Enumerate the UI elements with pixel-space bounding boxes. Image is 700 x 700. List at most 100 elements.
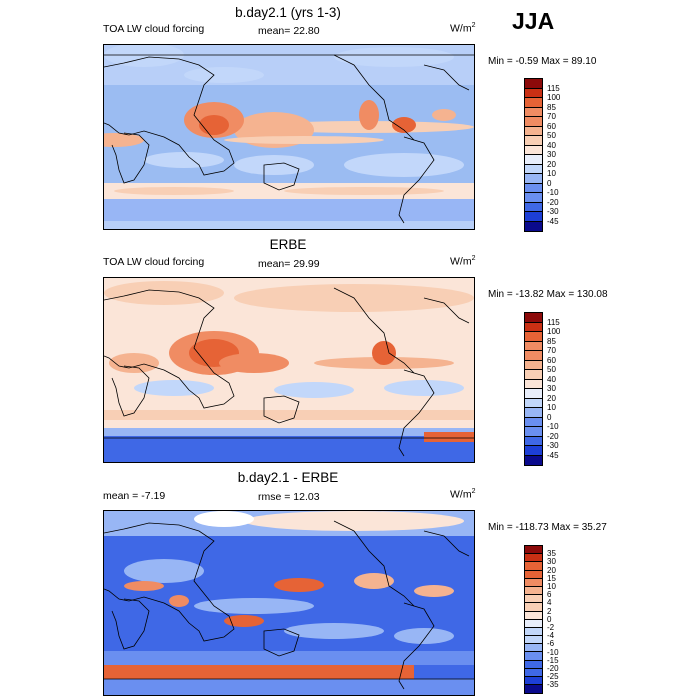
colorbar-tick-label: 30 xyxy=(547,384,556,393)
colorbar-swatch xyxy=(525,578,542,587)
colorbar-swatch xyxy=(525,398,542,408)
colorbar-swatch xyxy=(525,595,542,604)
colorbar-tick-label: 0 xyxy=(547,178,552,188)
colorbar-tick-label: 40 xyxy=(547,374,556,384)
colorbar-tick-label: 85 xyxy=(547,336,556,346)
colorbar-tick-label: 30 xyxy=(547,557,556,567)
colorbar-tick-label: -2 xyxy=(547,623,555,632)
colorbar-swatch xyxy=(525,611,542,620)
panel-1-map xyxy=(103,44,475,230)
colorbar-swatch xyxy=(525,644,542,653)
panel-2-minmax: Min = -13.82 Max = 130.08 xyxy=(488,289,608,300)
colorbar-tick-label: -20 xyxy=(547,664,559,673)
panel-2-variable-label: TOA LW cloud forcing xyxy=(103,256,205,268)
colorbar-swatch xyxy=(525,417,542,427)
colorbar-swatch xyxy=(525,98,542,108)
colorbar-swatch xyxy=(525,221,542,231)
colorbar-swatch xyxy=(525,202,542,212)
colorbar-tick-label: 50 xyxy=(547,131,556,140)
colorbar-swatch xyxy=(525,668,542,677)
colorbar-tick-label: -45 xyxy=(547,450,559,460)
panel-3-units: W/m2 xyxy=(450,488,476,501)
colorbar-swatch xyxy=(525,136,542,146)
colorbar-swatch xyxy=(525,660,542,669)
panel-3-minmax: Min = -118.73 Max = 35.27 xyxy=(488,522,607,533)
colorbar-swatch xyxy=(525,351,542,361)
colorbar-tick-label: 70 xyxy=(547,112,556,121)
colorbar-swatch xyxy=(525,570,542,579)
colorbar-swatch xyxy=(525,636,542,645)
colorbar-swatch xyxy=(525,332,542,342)
colorbar-tick-label: -6 xyxy=(547,639,555,649)
colorbar-swatch xyxy=(525,652,542,661)
colorbar-tick-label: -30 xyxy=(547,207,559,216)
colorbar-swatch xyxy=(525,562,542,571)
colorbar-tick-label: -10 xyxy=(547,647,559,657)
colorbar-swatch xyxy=(525,677,542,686)
colorbar-swatch xyxy=(525,603,542,612)
colorbar-tick-label: 0 xyxy=(547,614,552,624)
colorbar-swatch xyxy=(525,685,542,694)
panel-2-colorbar xyxy=(524,312,543,466)
panel-1-variable-label: TOA LW cloud forcing xyxy=(103,23,205,35)
panel-3-colorbar xyxy=(524,545,543,695)
colorbar-tick-label: 40 xyxy=(547,140,556,150)
colorbar-swatch xyxy=(525,379,542,389)
colorbar-tick-label: -25 xyxy=(547,672,559,682)
colorbar-tick-label: -20 xyxy=(547,431,559,441)
colorbar-tick-label: 20 xyxy=(547,393,556,403)
colorbar-swatch xyxy=(525,193,542,203)
colorbar-swatch xyxy=(525,126,542,136)
colorbar-tick-label: 85 xyxy=(547,102,556,112)
panel-2-units: W/m2 xyxy=(450,255,476,268)
panel-1-mean-label: mean= 22.80 xyxy=(258,25,320,37)
colorbar-tick-label: 115 xyxy=(547,83,560,93)
panel-1-colorbar xyxy=(524,78,543,232)
colorbar-tick-label: -20 xyxy=(547,197,559,207)
colorbar-tick-label: 15 xyxy=(547,573,556,583)
season-label: JJA xyxy=(512,8,555,34)
colorbar-swatch xyxy=(525,370,542,380)
colorbar-swatch xyxy=(525,341,542,351)
colorbar-swatch xyxy=(525,627,542,637)
colorbar-swatch xyxy=(525,436,542,446)
colorbar-swatch xyxy=(525,79,542,89)
colorbar-swatch xyxy=(525,155,542,165)
colorbar-tick-label: -45 xyxy=(547,216,559,226)
panel-3-rmse-label: rmse = 12.03 xyxy=(258,491,320,503)
colorbar-tick-label: 20 xyxy=(547,159,556,169)
colorbar-tick-label: 60 xyxy=(547,355,556,365)
colorbar-tick-label: 30 xyxy=(547,150,556,159)
colorbar-tick-label: -30 xyxy=(547,441,559,450)
panel-1-units: W/m2 xyxy=(450,22,476,35)
colorbar-tick-label: 70 xyxy=(547,346,556,355)
colorbar-tick-label: -10 xyxy=(547,188,559,197)
colorbar-tick-label: 0 xyxy=(547,412,552,422)
colorbar-tick-label: 4 xyxy=(547,598,552,608)
colorbar-tick-label: -15 xyxy=(547,655,559,665)
colorbar-tick-label: 2 xyxy=(547,606,552,616)
colorbar-tick-label: 115 xyxy=(547,317,560,327)
colorbar-swatch xyxy=(525,88,542,98)
colorbar-tick-label: 10 xyxy=(547,582,556,591)
panel-2-title: ERBE xyxy=(269,237,307,252)
colorbar-swatch xyxy=(525,183,542,193)
colorbar-tick-label: 10 xyxy=(547,403,556,412)
colorbar-swatch xyxy=(525,164,542,174)
colorbar-swatch xyxy=(525,145,542,155)
colorbar-tick-label: -4 xyxy=(547,631,555,641)
panel-2-map xyxy=(103,277,475,463)
colorbar-tick-label: -35 xyxy=(547,680,559,690)
colorbar-tick-label: 10 xyxy=(547,169,556,178)
colorbar-tick-label: 50 xyxy=(547,365,556,374)
colorbar-tick-label: 6 xyxy=(547,590,552,600)
colorbar-swatch xyxy=(525,619,542,628)
colorbar-swatch xyxy=(525,117,542,127)
colorbar-swatch xyxy=(525,322,542,332)
colorbar-swatch xyxy=(525,107,542,117)
colorbar-swatch xyxy=(525,546,542,555)
colorbar-swatch xyxy=(525,455,542,465)
colorbar-tick-label: 35 xyxy=(547,549,556,559)
colorbar-swatch xyxy=(525,212,542,222)
colorbar-tick-label: 20 xyxy=(547,565,556,575)
